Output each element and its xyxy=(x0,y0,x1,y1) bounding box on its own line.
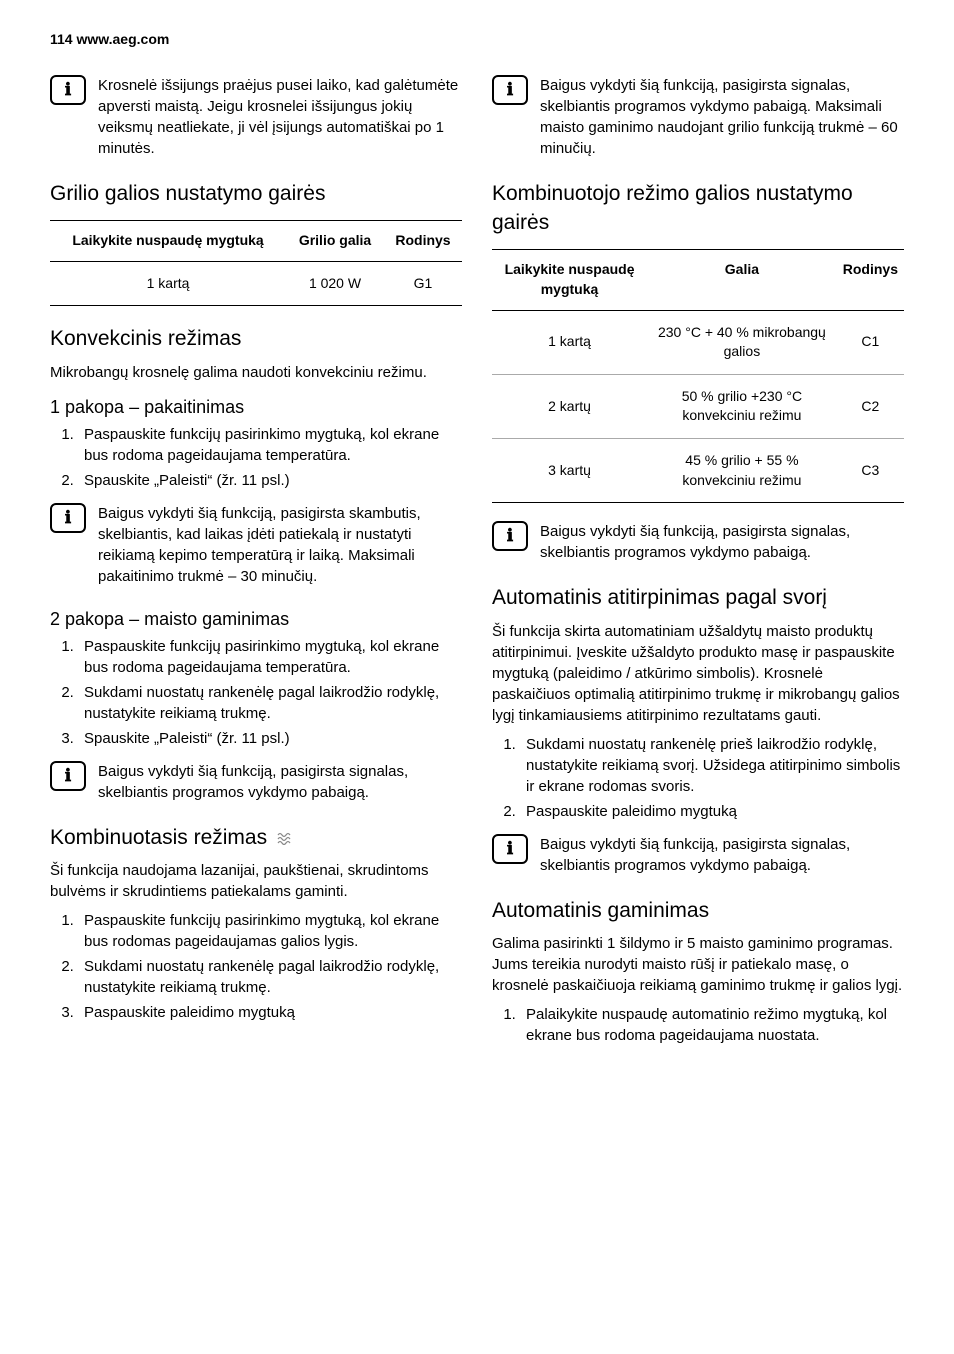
info-block: ℹ Baigus vykdyti šią funkciją, pasigirst… xyxy=(492,834,904,876)
info-icon: ℹ xyxy=(50,761,86,791)
list-item: Palaikykite nuspaudę automatinio režimo … xyxy=(520,1004,904,1046)
autocook-steps: Palaikykite nuspaudę automatinio režimo … xyxy=(492,1004,904,1046)
content-columns: ℹ Krosnelė išsijungs praėjus pusei laiko… xyxy=(50,75,904,1058)
page-header: 114 www.aeg.com xyxy=(50,30,904,50)
table-cell: 1 020 W xyxy=(286,261,384,306)
info-text: Baigus vykdyti šią funkciją, pasigirsta … xyxy=(98,761,462,803)
heading-auto-defrost: Automatinis atitirpinimas pagal svorį xyxy=(492,583,904,612)
list-item: Sukdami nuostatų rankenėlę pagal laikrod… xyxy=(78,682,462,724)
table-cell: 1 kartą xyxy=(492,310,647,374)
table-row: 3 kartų 45 % grilio + 55 % konvekciniu r… xyxy=(492,438,904,502)
info-icon: ℹ xyxy=(492,521,528,551)
info-icon: ℹ xyxy=(492,834,528,864)
table-cell: 1 kartą xyxy=(50,261,286,306)
info-icon: ℹ xyxy=(50,503,86,533)
combi-power-table: Laikykite nuspaudę mygtuką Galia Rodinys… xyxy=(492,249,904,503)
heading-combi: Kombinuotasis režimas xyxy=(50,823,462,852)
table-header: Galia xyxy=(647,250,837,310)
info-block: ℹ Baigus vykdyti šią funkciją, pasigirst… xyxy=(50,503,462,587)
list-item: Paspauskite funkcijų pasirinkimo mygtuką… xyxy=(78,636,462,678)
info-icon: ℹ xyxy=(492,75,528,105)
list-item: Sukdami nuostatų rankenėlę prieš laikrod… xyxy=(520,734,904,797)
table-header: Grilio galia xyxy=(286,220,384,261)
heading-auto-cook: Automatinis gaminimas xyxy=(492,896,904,925)
table-cell: C1 xyxy=(837,310,904,374)
table-cell: 2 kartų xyxy=(492,374,647,438)
table-row: 2 kartų 50 % grilio +230 °C konvekciniu … xyxy=(492,374,904,438)
info-text: Baigus vykdyti šią funkciją, pasigirsta … xyxy=(540,75,904,159)
list-item: Paspauskite funkcijų pasirinkimo mygtuką… xyxy=(78,910,462,952)
table-header: Laikykite nuspaudę mygtuką xyxy=(50,220,286,261)
table-header: Rodinys xyxy=(384,220,462,261)
table-cell: C2 xyxy=(837,374,904,438)
heading-stage1: 1 pakopa – pakaitinimas xyxy=(50,395,462,420)
list-item: Paspauskite paleidimo mygtuką xyxy=(520,801,904,822)
table-cell: C3 xyxy=(837,438,904,502)
info-block: ℹ Baigus vykdyti šią funkciją, pasigirst… xyxy=(492,521,904,563)
grill-power-table: Laikykite nuspaudę mygtuką Grilio galia … xyxy=(50,220,462,306)
list-item: Spauskite „Paleisti“ (žr. 11 psl.) xyxy=(78,470,462,491)
table-header: Rodinys xyxy=(837,250,904,310)
defrost-steps: Sukdami nuostatų rankenėlę prieš laikrod… xyxy=(492,734,904,822)
info-icon: ℹ xyxy=(50,75,86,105)
right-column: ℹ Baigus vykdyti šią funkciją, pasigirst… xyxy=(492,75,904,1058)
info-block: ℹ Krosnelė išsijungs praėjus pusei laiko… xyxy=(50,75,462,159)
paragraph: Ši funkcija skirta automatiniam užšaldyt… xyxy=(492,621,904,726)
info-text: Krosnelė išsijungs praėjus pusei laiko, … xyxy=(98,75,462,159)
table-cell: 230 °C + 40 % mikrobangų galios xyxy=(647,310,837,374)
table-cell: 50 % grilio +230 °C konvekciniu režimu xyxy=(647,374,837,438)
combi-mode-icon xyxy=(277,831,293,845)
heading-stage2: 2 pakopa – maisto gaminimas xyxy=(50,607,462,632)
heading-combi-text: Kombinuotasis režimas xyxy=(50,826,267,849)
info-text: Baigus vykdyti šią funkciją, pasigirsta … xyxy=(540,521,904,563)
paragraph: Mikrobangų krosnelę galima naudoti konve… xyxy=(50,362,462,383)
list-item: Paspauskite paleidimo mygtuką xyxy=(78,1002,462,1023)
list-item: Paspauskite funkcijų pasirinkimo mygtuką… xyxy=(78,424,462,466)
combi-steps: Paspauskite funkcijų pasirinkimo mygtuką… xyxy=(50,910,462,1023)
heading-grill-guidelines: Grilio galios nustatymo gairės xyxy=(50,179,462,208)
paragraph: Galima pasirinkti 1 šildymo ir 5 maisto … xyxy=(492,933,904,996)
paragraph: Ši funkcija naudojama lazanijai, paukšti… xyxy=(50,860,462,902)
info-block: ℹ Baigus vykdyti šią funkciją, pasigirst… xyxy=(492,75,904,159)
list-item: Sukdami nuostatų rankenėlę pagal laikrod… xyxy=(78,956,462,998)
heading-convection: Konvekcinis režimas xyxy=(50,324,462,353)
table-header: Laikykite nuspaudę mygtuką xyxy=(492,250,647,310)
heading-combi-guidelines: Kombinuotojo režimo galios nustatymo gai… xyxy=(492,179,904,238)
info-text: Baigus vykdyti šią funkciją, pasigirsta … xyxy=(98,503,462,587)
left-column: ℹ Krosnelė išsijungs praėjus pusei laiko… xyxy=(50,75,462,1058)
list-item: Spauskite „Paleisti“ (žr. 11 psl.) xyxy=(78,728,462,749)
stage1-steps: Paspauskite funkcijų pasirinkimo mygtuką… xyxy=(50,424,462,491)
info-text: Baigus vykdyti šią funkciją, pasigirsta … xyxy=(540,834,904,876)
stage2-steps: Paspauskite funkcijų pasirinkimo mygtuką… xyxy=(50,636,462,749)
table-cell: 45 % grilio + 55 % konvekciniu režimu xyxy=(647,438,837,502)
info-block: ℹ Baigus vykdyti šią funkciją, pasigirst… xyxy=(50,761,462,803)
table-cell: 3 kartų xyxy=(492,438,647,502)
table-row: 1 kartą 230 °C + 40 % mikrobangų galios … xyxy=(492,310,904,374)
table-cell: G1 xyxy=(384,261,462,306)
table-row: 1 kartą 1 020 W G1 xyxy=(50,261,462,306)
